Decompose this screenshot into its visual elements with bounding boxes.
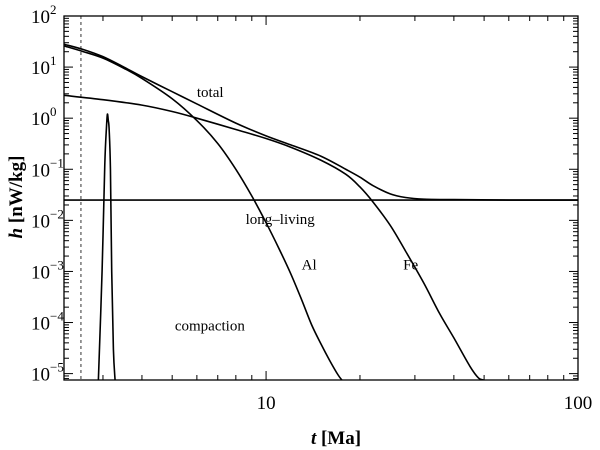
y-tick-label: 102 bbox=[31, 2, 57, 28]
x-tick-label: 10 bbox=[257, 393, 276, 414]
annotation-long-living: long–living bbox=[246, 212, 316, 228]
series-line-al bbox=[64, 45, 343, 380]
x-axis-title: t [Ma] bbox=[311, 428, 361, 449]
y-tick-label: 10−5 bbox=[31, 360, 64, 386]
annotation-layer: total long–living Al Fe compaction bbox=[175, 85, 419, 334]
y-tick-label: 10−4 bbox=[31, 309, 64, 335]
y-axis-title: h [nW/kg] bbox=[6, 156, 27, 239]
series-line-fe bbox=[64, 94, 485, 380]
series-layer bbox=[64, 16, 578, 380]
y-tick-label: 10−2 bbox=[31, 206, 64, 232]
y-tick-label: 10−3 bbox=[31, 257, 64, 283]
annotation-al: Al bbox=[302, 257, 317, 273]
y-tick-label: 101 bbox=[31, 53, 57, 79]
y-tick-label: 10−1 bbox=[31, 155, 64, 181]
annotation-compaction: compaction bbox=[175, 318, 245, 334]
tick-label-layer: 10 100 102 101 100 10−1 10−2 10−3 10−4 10−5 bbox=[31, 2, 592, 414]
plot-frame bbox=[63, 15, 579, 381]
x-tick-label: 100 bbox=[564, 393, 593, 414]
annotation-total: total bbox=[197, 85, 224, 101]
series-line-total bbox=[64, 43, 578, 201]
series-line-compaction bbox=[97, 113, 116, 380]
axis-ticks bbox=[64, 15, 579, 380]
y-tick-label: 100 bbox=[31, 104, 57, 130]
annotation-fe: Fe bbox=[403, 257, 418, 273]
